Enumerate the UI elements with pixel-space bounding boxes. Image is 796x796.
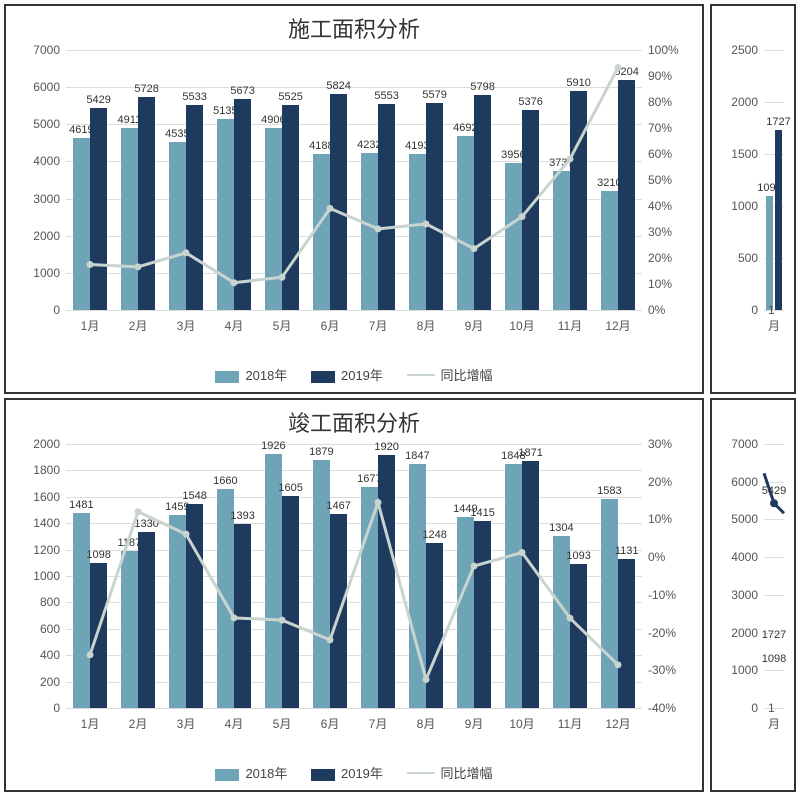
chart1-plot: 4619542949115728453555335135567349065525… <box>66 50 642 310</box>
chart-construction-area: 施工面积分析 01000200030004000500060007000 0%1… <box>4 4 704 394</box>
chart1-y2-axis: 0%10%20%30%40%50%60%70%80%90%100% <box>644 50 692 310</box>
chart3-y-axis: 05001000150020002500 <box>722 50 762 310</box>
chart2-y-axis: 0200400600800100012001400160018002000 <box>16 444 64 708</box>
chart2-plot: 1481109811871330145915481660139319261605… <box>66 444 642 708</box>
legend-swatch-line <box>407 374 435 376</box>
chart1-legend: 2018年 2019年 同比增幅 <box>6 365 702 384</box>
legend-label-2019: 2019年 <box>341 368 383 383</box>
chart3-plot: 10961727 <box>764 50 784 310</box>
chart-fragment-top-right: 05001000150020002500 10961727 1月 <box>710 4 796 394</box>
chart1-title: 施工面积分析 <box>6 12 702 44</box>
chart3-area: 05001000150020002500 10961727 1月 <box>722 50 784 334</box>
legend-swatch-2018 <box>215 371 239 383</box>
chart2-title: 竣工面积分析 <box>6 406 702 438</box>
legend-label-line: 同比增幅 <box>441 368 493 383</box>
chart4-y-axis: 01000200030004000500060007000 <box>722 444 762 708</box>
legend-swatch-line <box>407 772 435 774</box>
legend-label-2018: 2018年 <box>245 368 287 383</box>
chart1-y-axis: 01000200030004000500060007000 <box>16 50 64 310</box>
chart-fragment-bottom-right: 01000200030004000500060007000 5429172710… <box>710 398 796 792</box>
chart2-area: 0200400600800100012001400160018002000 -4… <box>16 444 692 732</box>
legend-label-line: 同比增幅 <box>441 766 493 781</box>
chart1-area: 01000200030004000500060007000 0%10%20%30… <box>16 50 692 334</box>
legend-swatch-2018 <box>215 769 239 781</box>
legend-swatch-2019 <box>311 769 335 781</box>
chart2-legend: 2018年 2019年 同比增幅 <box>6 763 702 782</box>
chart4-area: 01000200030004000500060007000 5429172710… <box>722 444 784 732</box>
chart2-y2-axis: -40%-30%-20%-10%0%10%20%30% <box>644 444 692 708</box>
chart-completion-area: 竣工面积分析 020040060080010001200140016001800… <box>4 398 704 792</box>
chart4-plot: 542917271098 <box>764 444 784 708</box>
legend-label-2019: 2019年 <box>341 766 383 781</box>
legend-label-2018: 2018年 <box>245 766 287 781</box>
legend-swatch-2019 <box>311 371 335 383</box>
